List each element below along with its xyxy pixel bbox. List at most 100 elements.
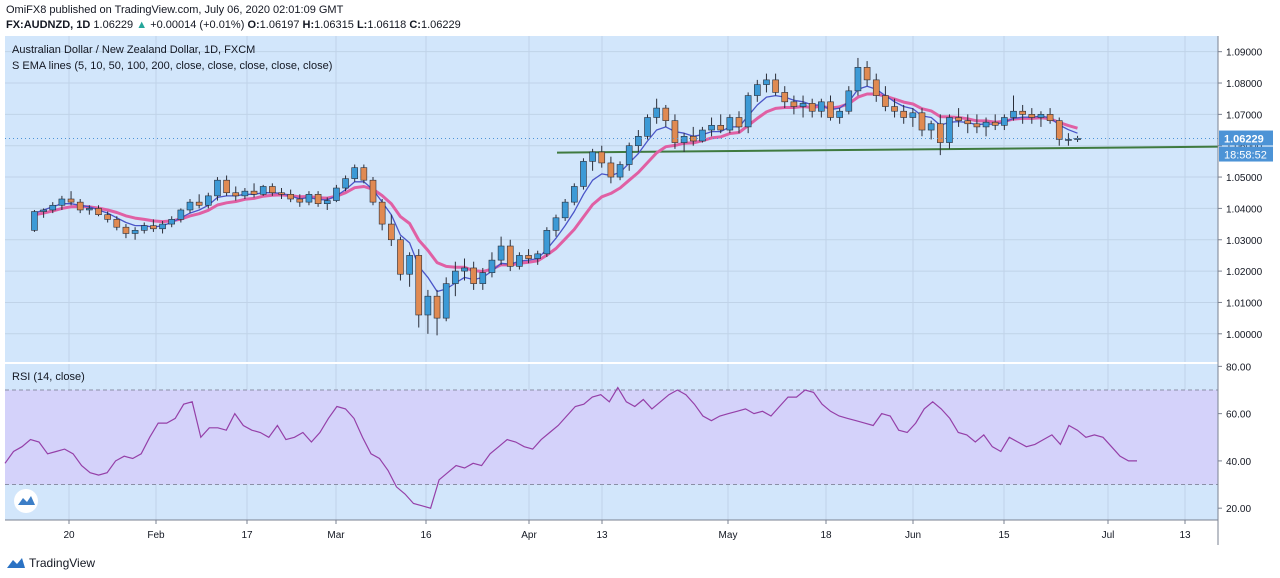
candle-body — [598, 151, 606, 164]
candle-body — [323, 200, 331, 205]
current-price-label: 1.06229 — [1224, 134, 1264, 146]
change-value: +0.00014 (+0.01%) — [150, 19, 245, 31]
candle-body — [973, 123, 981, 128]
time-tick-label: 17 — [241, 530, 253, 541]
candle-body — [76, 201, 84, 211]
candle-body — [991, 121, 999, 126]
candle-body — [616, 164, 624, 178]
candle-body — [452, 270, 459, 284]
candle-body — [86, 208, 93, 211]
candle-body — [67, 198, 75, 203]
tradingview-watermark[interactable] — [14, 489, 38, 513]
price-tick-label: 1.00000 — [1226, 330, 1263, 341]
price-tick-label: 1.07000 — [1226, 110, 1263, 121]
candle-body — [214, 179, 221, 197]
candle-body — [534, 253, 542, 259]
candle-body — [909, 112, 917, 118]
candle-body — [964, 120, 972, 125]
candle-body — [1037, 114, 1045, 118]
high-value: 1.06315 — [314, 19, 354, 31]
candle-body — [241, 190, 249, 197]
candle-body — [982, 121, 990, 128]
candle-body — [790, 101, 798, 107]
main-pane-title: Australian Dollar / New Zealand Dollar, … — [12, 44, 255, 56]
trendline-layer[interactable] — [556, 145, 1219, 154]
rsi-line — [4, 386, 1137, 509]
time-tick-label: May — [719, 530, 738, 541]
candle-body — [223, 179, 230, 194]
candle-body — [95, 208, 102, 215]
candle-body — [936, 123, 944, 143]
candle-body — [104, 214, 111, 220]
candle-body — [131, 230, 139, 234]
time-axis[interactable]: 20 Feb 17 Mar 16 Apr 13 May 18 Jun 15 Jul 13 — [63, 520, 1191, 541]
candle-body — [387, 223, 395, 241]
candle-body — [635, 136, 642, 147]
price-axis[interactable]: 1.00000 1.01000 1.02000 1.03000 1.04000 1.050… — [1218, 48, 1263, 341]
candle-body — [186, 201, 194, 211]
low-label: L: — [356, 19, 368, 31]
candle-body — [150, 225, 157, 230]
candle-body — [772, 79, 779, 93]
candle-body — [561, 201, 569, 219]
candle-body — [808, 103, 816, 112]
rsi-axis[interactable]: 20.00 40.00 60.00 80.00 — [1218, 362, 1251, 515]
candle-body — [287, 193, 294, 200]
price-tags: 1.06229 18:58:52 — [1219, 130, 1273, 162]
main-pane-background — [5, 36, 1218, 362]
time-tick-label: 20 — [63, 530, 75, 541]
last-price: 1.06229 — [93, 19, 134, 31]
candle-body — [333, 187, 340, 201]
candle-body — [891, 106, 898, 112]
candle-body — [470, 267, 477, 284]
rsi-pane-title: RSI (14, close) — [12, 371, 85, 383]
open-label: O: — [247, 19, 260, 31]
candle-body — [580, 161, 587, 187]
candle-body — [424, 295, 432, 316]
candle-body — [506, 245, 514, 267]
candle-body — [406, 255, 413, 275]
candle-body — [763, 79, 770, 85]
time-tick-label: 13 — [1179, 530, 1191, 541]
candle-body — [168, 219, 175, 225]
candle-body — [882, 95, 889, 107]
rsi-layer — [4, 386, 1137, 509]
candle-body — [232, 192, 240, 197]
indicator-legend: S EMA lines (5, 10, 50, 100, 200, close,… — [12, 60, 332, 72]
pane-divider[interactable] — [5, 362, 1280, 364]
rsi-tick-label: 60.00 — [1226, 410, 1251, 421]
candle-body — [708, 125, 715, 131]
countdown-label: 18:58:52 — [1224, 150, 1267, 162]
price-tick-label: 1.02000 — [1226, 267, 1263, 278]
candle-body — [653, 107, 660, 118]
candle-body — [360, 167, 368, 181]
candle-body — [113, 219, 121, 228]
candle-body — [497, 245, 505, 261]
candle-body — [900, 110, 908, 118]
chart-canvas[interactable]: 1.00000 1.01000 1.02000 1.03000 1.04000 1.050… — [0, 0, 1280, 552]
price-tick-label: 1.09000 — [1226, 48, 1263, 59]
candle-body — [735, 117, 743, 128]
candle-body — [1046, 114, 1054, 121]
candle-body — [717, 125, 725, 131]
candle-body — [589, 151, 596, 162]
candle-body — [607, 162, 615, 178]
candle-body — [818, 101, 825, 112]
footer: TradingView — [0, 552, 1280, 578]
tradingview-brand[interactable]: TradingView — [29, 556, 96, 570]
candle-body — [442, 283, 450, 319]
candle-body — [744, 95, 752, 128]
candle-body — [378, 201, 386, 225]
candle-body — [827, 101, 834, 118]
candle-body — [40, 209, 47, 212]
candle-body — [872, 79, 880, 96]
open-value: 1.06197 — [259, 19, 300, 31]
rsi-tick-label: 40.00 — [1226, 457, 1251, 468]
candle-body — [296, 198, 304, 203]
change-arrow: ▲ — [136, 19, 148, 31]
close-label: C: — [409, 19, 421, 31]
candle-body — [1010, 110, 1017, 118]
tradingview-logo-icon[interactable] — [6, 556, 26, 570]
current-price-tag — [1219, 130, 1273, 146]
candle-body — [836, 110, 843, 118]
